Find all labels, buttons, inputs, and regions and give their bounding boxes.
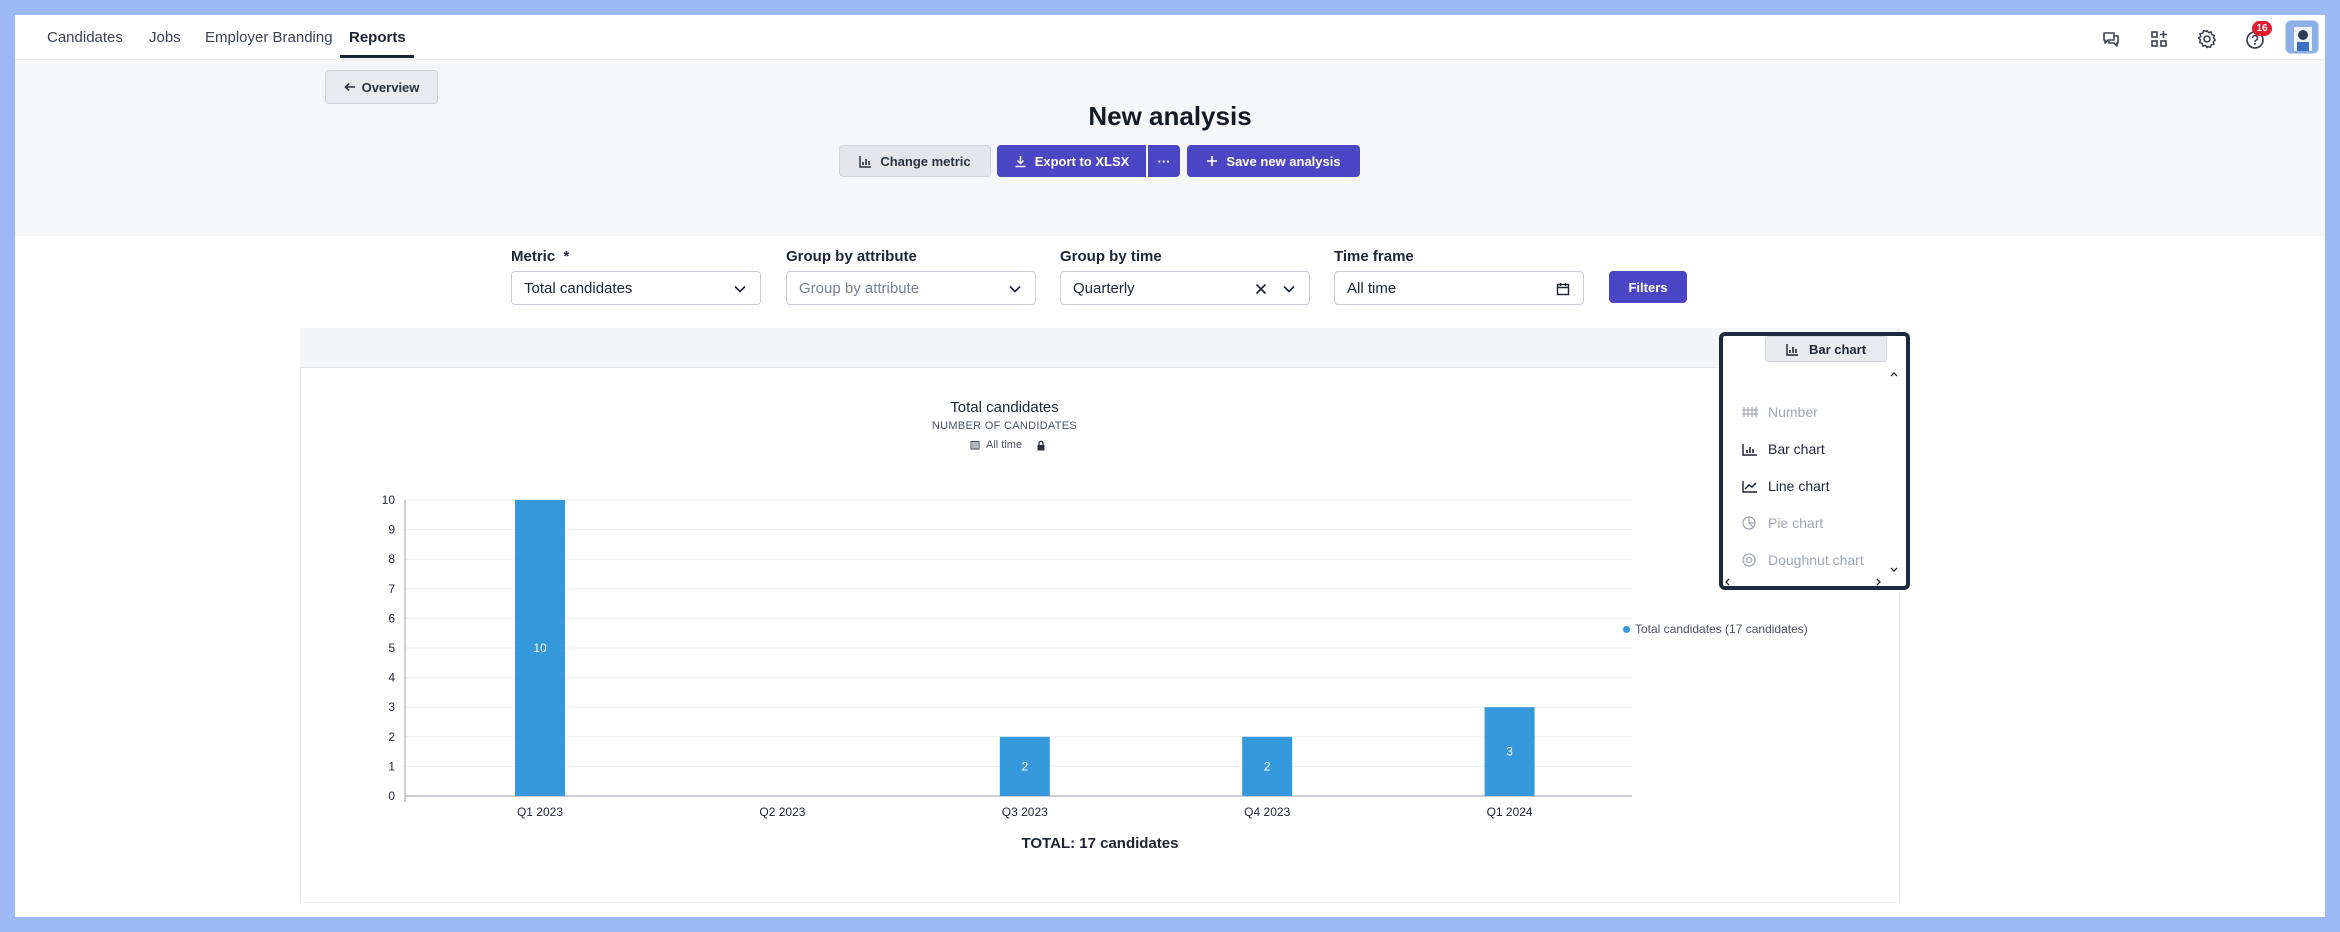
chart-option-number[interactable]: Number <box>1742 402 1818 422</box>
legend-marker <box>1623 625 1630 633</box>
y-tick-label: 0 <box>388 789 395 803</box>
bar <box>1242 736 1293 796</box>
chevron-down-icon <box>732 281 748 297</box>
metric-label: Metric * <box>511 248 570 265</box>
calendar-icon <box>970 440 980 450</box>
apps-icon[interactable] <box>2143 23 2175 55</box>
bar <box>515 500 565 796</box>
nav-jobs[interactable]: Jobs <box>149 29 181 46</box>
pie-chart-icon <box>1742 516 1756 530</box>
y-tick-label: 2 <box>388 730 395 744</box>
settings-gear-icon[interactable] <box>2191 23 2223 55</box>
calendar-icon <box>1555 281 1571 297</box>
x-tick-label: Q4 2023 <box>1244 805 1290 819</box>
group-time-value: Quarterly <box>1073 279 1135 297</box>
dropdown-horizontal-scrollbar[interactable] <box>1723 576 1903 588</box>
back-button-label: Overview <box>361 79 420 95</box>
bar-value-label: 2 <box>1021 759 1028 773</box>
metric-select[interactable]: Total candidates <box>511 271 761 305</box>
y-tick-label: 4 <box>388 671 395 685</box>
chart-type-dropdown <box>1719 332 1910 590</box>
required-mark: * <box>563 248 570 265</box>
nav-active-underline <box>340 55 414 58</box>
chart-subtitle: NUMBER OF CANDIDATES <box>931 420 1078 432</box>
time-frame-label: Time frame <box>1334 248 1414 265</box>
bar-chart-icon <box>1742 443 1757 456</box>
x-tick-label: Q3 2023 <box>1002 805 1048 819</box>
nav-employer-branding[interactable]: Employer Branding <box>205 29 333 46</box>
chart-toolbar <box>300 328 1900 368</box>
arrow-left-icon <box>343 82 355 92</box>
chart-total: TOTAL: 17 candidates <box>1021 835 1179 852</box>
bar-value-label: 10 <box>533 641 547 655</box>
x-tick-label: Q2 2023 <box>759 805 805 819</box>
metric-value: Total candidates <box>524 279 633 297</box>
chart-title: Total candidates <box>950 399 1059 416</box>
number-icon <box>1742 407 1758 417</box>
change-metric-label: Change metric <box>880 153 971 169</box>
notification-badge: 16 <box>2252 21 2272 36</box>
chevron-down-icon <box>1281 281 1297 297</box>
y-tick-label: 8 <box>388 552 395 566</box>
chat-icon[interactable] <box>2095 23 2127 55</box>
x-tick-label: Q1 2023 <box>517 805 563 819</box>
group-time-label: Group by time <box>1060 248 1162 265</box>
group-attribute-label: Group by attribute <box>786 248 917 265</box>
bar-chart-icon <box>1786 343 1798 356</box>
y-tick-label: 6 <box>388 611 395 625</box>
x-tick-label: Q1 2024 <box>1487 805 1533 819</box>
more-options-button[interactable]: ··· <box>1148 145 1180 177</box>
y-tick-label: 5 <box>388 641 395 655</box>
time-frame-select[interactable]: All time <box>1334 271 1584 305</box>
bar-value-label: 2 <box>1264 759 1271 773</box>
save-new-analysis-button[interactable]: Save new analysis <box>1187 145 1360 177</box>
dropdown-vertical-scrollbar[interactable] <box>1888 370 1900 574</box>
group-attribute-placeholder: Group by attribute <box>799 279 920 297</box>
export-label: Export to XLSX <box>1034 153 1130 169</box>
plus-icon <box>1207 156 1218 166</box>
top-nav: Candidates Jobs Employer Branding Report… <box>15 15 2325 60</box>
current-chart-type: Bar chart <box>1808 341 1867 357</box>
page-title: New analysis <box>1088 101 1252 131</box>
chevron-down-icon <box>1007 281 1023 297</box>
doughnut-chart-icon <box>1742 553 1756 567</box>
clear-icon[interactable] <box>1253 281 1269 297</box>
back-to-overview-button[interactable]: Overview <box>325 70 438 104</box>
bar-chart: 0 1 2 3 4 5 6 7 8 9 10 10 Q1 2023 Q2 2023 2 Q3 2023 2 Q4 … <box>382 493 1632 819</box>
bar <box>1484 707 1535 796</box>
y-tick-label: 9 <box>388 523 395 537</box>
nav-candidates[interactable]: Candidates <box>47 29 123 46</box>
nav-reports[interactable]: Reports <box>349 29 406 46</box>
lock-icon <box>1037 440 1045 450</box>
line-chart-icon <box>1742 480 1757 493</box>
group-by-time-select[interactable]: Quarterly <box>1060 271 1310 305</box>
more-options-icon: ··· <box>1157 153 1171 169</box>
group-by-attribute-select[interactable]: Group by attribute <box>786 271 1036 305</box>
time-frame-tag-label: All time <box>986 439 1023 451</box>
y-tick-label: 7 <box>388 582 395 596</box>
chart-option-doughnut[interactable]: Doughnut chart <box>1742 550 1864 570</box>
chart-time-frame-tag: All time <box>970 439 1046 451</box>
bar-value-label: 3 <box>1506 745 1513 759</box>
download-icon <box>1015 155 1026 167</box>
export-xlsx-button[interactable]: Export to XLSX <box>997 145 1146 177</box>
chart-option-bar[interactable]: Bar chart <box>1742 439 1825 459</box>
chart-legend[interactable]: Total candidates (17 candidates) <box>1623 622 1808 636</box>
y-tick-label: 3 <box>388 700 395 714</box>
change-metric-button[interactable]: Change metric <box>839 145 991 177</box>
time-frame-value: All time <box>1347 279 1397 297</box>
chart-card <box>300 368 1900 903</box>
chart-option-line[interactable]: Line chart <box>1742 476 1829 496</box>
app-frame: Candidates Jobs Employer Branding Report… <box>15 15 2325 917</box>
chart-type-toggle-button[interactable]: Bar chart <box>1765 336 1887 362</box>
bar-chart-icon <box>859 155 872 168</box>
y-tick-label: 10 <box>382 493 396 507</box>
bar <box>999 736 1050 796</box>
avatar[interactable] <box>2285 20 2319 54</box>
legend-label: Total candidates (17 candidates) <box>1635 622 1808 636</box>
chart-option-pie[interactable]: Pie chart <box>1742 513 1823 533</box>
save-analysis-label: Save new analysis <box>1226 153 1341 169</box>
y-tick-label: 1 <box>388 759 395 773</box>
filters-button[interactable]: Filters <box>1609 271 1687 303</box>
